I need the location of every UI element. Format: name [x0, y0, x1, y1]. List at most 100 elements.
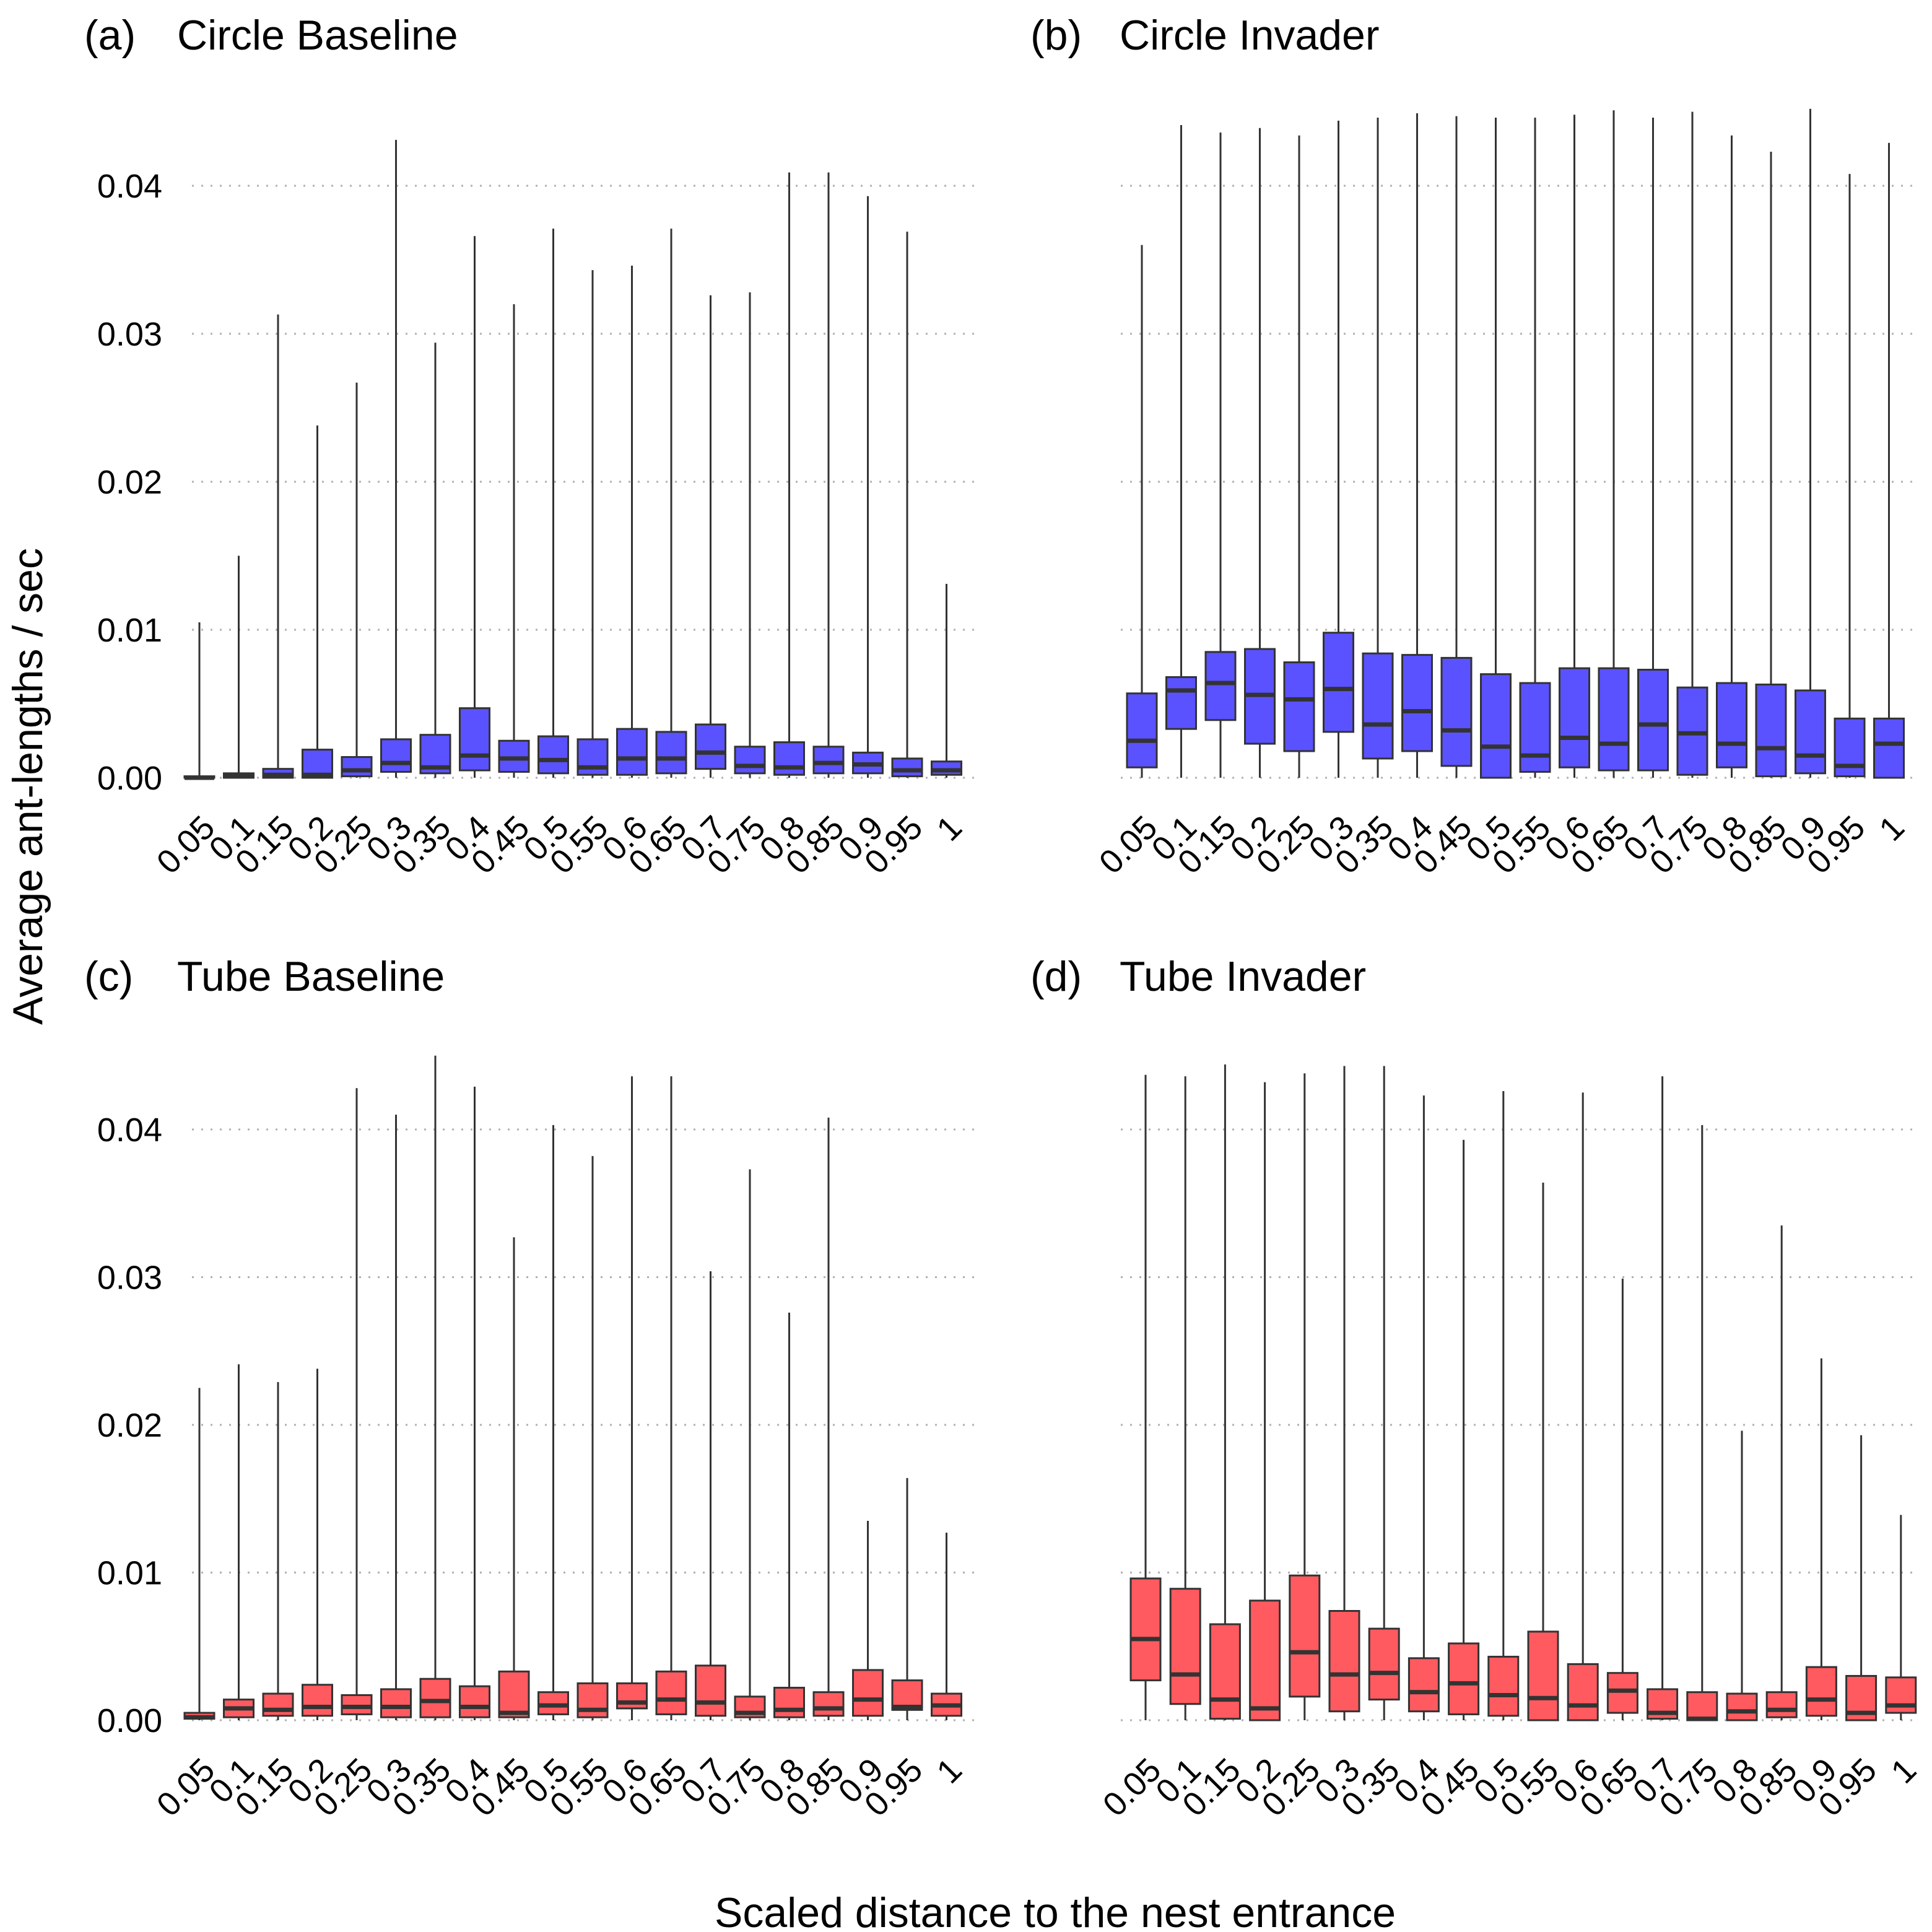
y-tick-label: 0.02 — [97, 1407, 162, 1444]
x-tick-label: 1 — [1872, 809, 1912, 848]
panel-title: Tube Invader — [1120, 953, 1366, 1000]
box-iqr — [1440, 656, 1473, 767]
box-iqr — [459, 1685, 490, 1718]
y-tick-label: 0.02 — [97, 464, 162, 501]
y-tick-label: 0.00 — [97, 760, 162, 797]
box-iqr — [1487, 1655, 1520, 1717]
box-iqr — [1209, 1623, 1241, 1720]
panel-tag: (a) — [84, 12, 136, 59]
box-iqr — [1165, 676, 1197, 730]
box-iqr — [1765, 1691, 1798, 1718]
box-iqr — [1249, 1599, 1281, 1721]
box-0.8: 0.8 — [1705, 1430, 1764, 1811]
box-iqr — [1686, 1691, 1718, 1721]
y-tick-label: 0.01 — [97, 1555, 162, 1592]
box-0.3: 0.3 — [1308, 1066, 1367, 1811]
y-tick-label: 0.03 — [97, 316, 162, 353]
panel-tag: (b) — [1030, 12, 1082, 59]
box-0.1: 0.1 — [202, 555, 261, 868]
box-iqr — [1726, 1692, 1758, 1721]
box-iqr — [1606, 1672, 1638, 1714]
y-tick-label: 0.00 — [97, 1702, 162, 1739]
panel-circle-invader: (b) Circle Invader0.050.10.150.20.250.30.… — [1030, 12, 1920, 881]
box-iqr — [341, 756, 373, 778]
box-iqr — [695, 723, 726, 770]
box-iqr — [1480, 673, 1512, 779]
box-iqr — [262, 1692, 294, 1717]
box-iqr — [419, 1677, 451, 1718]
box-iqr — [1795, 689, 1826, 775]
box-0.1: 0.1 — [1149, 1076, 1208, 1811]
box-iqr — [773, 1687, 805, 1718]
box-iqr — [1805, 1666, 1837, 1717]
box-iqr — [852, 1669, 884, 1717]
box-iqr — [1873, 717, 1905, 779]
y-tick-label: 0.01 — [97, 612, 162, 649]
box-iqr — [1401, 654, 1433, 752]
panel-tag: (c) — [84, 953, 133, 1000]
y-tick-label: 0.04 — [97, 1112, 162, 1149]
box-0.35: 0.35 — [1334, 1066, 1407, 1824]
box-iqr — [655, 731, 687, 775]
box-iqr — [1519, 682, 1551, 773]
panels-layer: 0.00 0.01 0.02 0.03 0.04 (a) Circle Baseline 0.… — [84, 12, 1923, 1824]
box-iqr — [773, 741, 805, 776]
box-1: 1 — [929, 583, 969, 848]
box-iqr — [734, 746, 766, 775]
y-tick-label: 0.04 — [97, 168, 162, 205]
box-0.2: 0.2 — [1229, 1082, 1287, 1811]
box-iqr — [1129, 1577, 1162, 1682]
box-iqr — [1283, 661, 1315, 752]
box-0.2: 0.2 — [281, 425, 340, 868]
box-0.05: 0.05 — [1092, 245, 1164, 881]
panel-circle-baseline: 0.00 0.01 0.02 0.03 0.04 (a) Circle Baseline 0.… — [84, 12, 978, 881]
box-iqr — [537, 1691, 569, 1715]
box-iqr — [1204, 651, 1237, 721]
panel-title: Circle Invader — [1120, 12, 1380, 59]
box-iqr — [1567, 1663, 1599, 1721]
box-0.6: 0.6 — [595, 266, 655, 868]
box-iqr — [1559, 667, 1590, 768]
box-iqr — [1716, 682, 1747, 768]
box-iqr — [577, 1682, 609, 1718]
x-tick-label: 1 — [1884, 1751, 1924, 1791]
y-axis-title: Average ant-lengths / sec — [4, 548, 51, 1025]
box-iqr — [1169, 1588, 1201, 1705]
box-iqr — [498, 739, 530, 773]
box-iqr — [812, 746, 845, 775]
x-tick-label: 1 — [929, 1751, 969, 1791]
box-iqr — [1676, 686, 1708, 776]
box-0.7: 0.7 — [674, 295, 733, 868]
box-iqr — [1323, 632, 1354, 733]
panel-tube-baseline: 0.00 0.01 0.02 0.03 0.04 (c) Tube Baseline 0.05… — [84, 953, 978, 1824]
box-1: 1 — [1884, 1515, 1924, 1791]
box-iqr — [380, 1688, 412, 1718]
box-iqr — [1362, 652, 1394, 760]
box-0.8: 0.8 — [752, 1312, 812, 1811]
panel-tube-invader: (d) Tube Invader0.050.10.150.20.250.30.35… — [1030, 953, 1923, 1824]
box-iqr — [302, 1684, 333, 1717]
box-0.2: 0.2 — [281, 1368, 340, 1811]
box-iqr — [1408, 1657, 1440, 1713]
box-iqr — [459, 707, 490, 772]
box-iqr — [695, 1664, 726, 1717]
box-iqr — [1289, 1574, 1321, 1698]
box-0.1: 0.1 — [202, 1364, 261, 1811]
box-iqr — [1527, 1630, 1559, 1721]
box-iqr — [655, 1670, 687, 1715]
y-tick-label: 0.03 — [97, 1260, 162, 1297]
box-iqr — [1368, 1627, 1400, 1701]
x-axis-title: Scaled distance to the nest entrance — [715, 1889, 1396, 1932]
box-iqr — [616, 728, 648, 776]
box-iqr — [1598, 667, 1630, 772]
box-0.05: 0.05 — [150, 1388, 222, 1824]
box-1: 1 — [929, 1533, 969, 1791]
box-iqr — [1126, 692, 1158, 768]
x-tick-label: 1 — [929, 809, 969, 848]
box-0.8: 0.8 — [752, 172, 812, 868]
box-0.4: 0.4 — [1387, 1095, 1447, 1811]
box-iqr — [1328, 1610, 1360, 1713]
box-0.2: 0.2 — [1223, 128, 1282, 868]
box-0.9: 0.9 — [1785, 1358, 1844, 1811]
